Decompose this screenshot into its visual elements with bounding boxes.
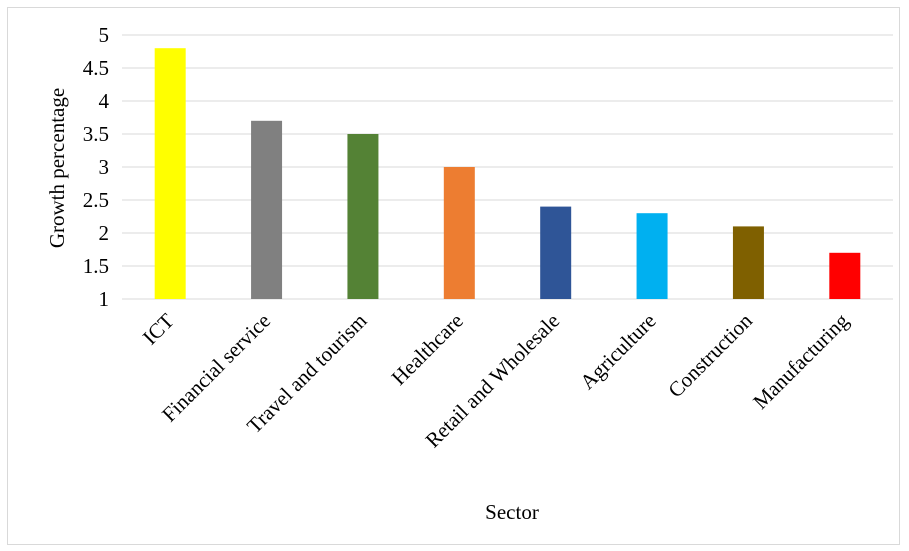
x-tick-label: Agriculture [575,309,660,394]
y-tick-label: 1.5 [83,254,109,278]
y-axis-title: Growth percentage [45,88,69,248]
bar [540,206,572,299]
x-tick-label: Healthcare [387,309,468,390]
x-tick-label: Construction [663,308,757,402]
bar [636,213,668,299]
y-tick-label: 2.5 [83,188,109,212]
bar [154,48,186,300]
y-tick-label: 4 [99,89,110,113]
bar [251,120,283,299]
bar [443,167,475,299]
y-tick-labels: 1 1.5 2 2.5 3 3.5 4 4.5 5 [83,23,110,311]
bars [154,48,861,300]
y-tick-label: 5 [99,23,110,47]
x-tick-label: Manufacturing [748,308,854,414]
bar [347,134,379,299]
y-tick-label: 3.5 [83,122,109,146]
x-axis-title: Sector [485,500,539,524]
x-tick-label: ICT [138,308,179,349]
y-tick-label: 2 [99,221,110,245]
bar [732,226,764,299]
y-tick-label: 3 [99,155,110,179]
gridlines [122,34,893,300]
bar [829,252,861,299]
y-tick-label: 1 [99,287,110,311]
y-tick-label: 4.5 [83,56,109,80]
